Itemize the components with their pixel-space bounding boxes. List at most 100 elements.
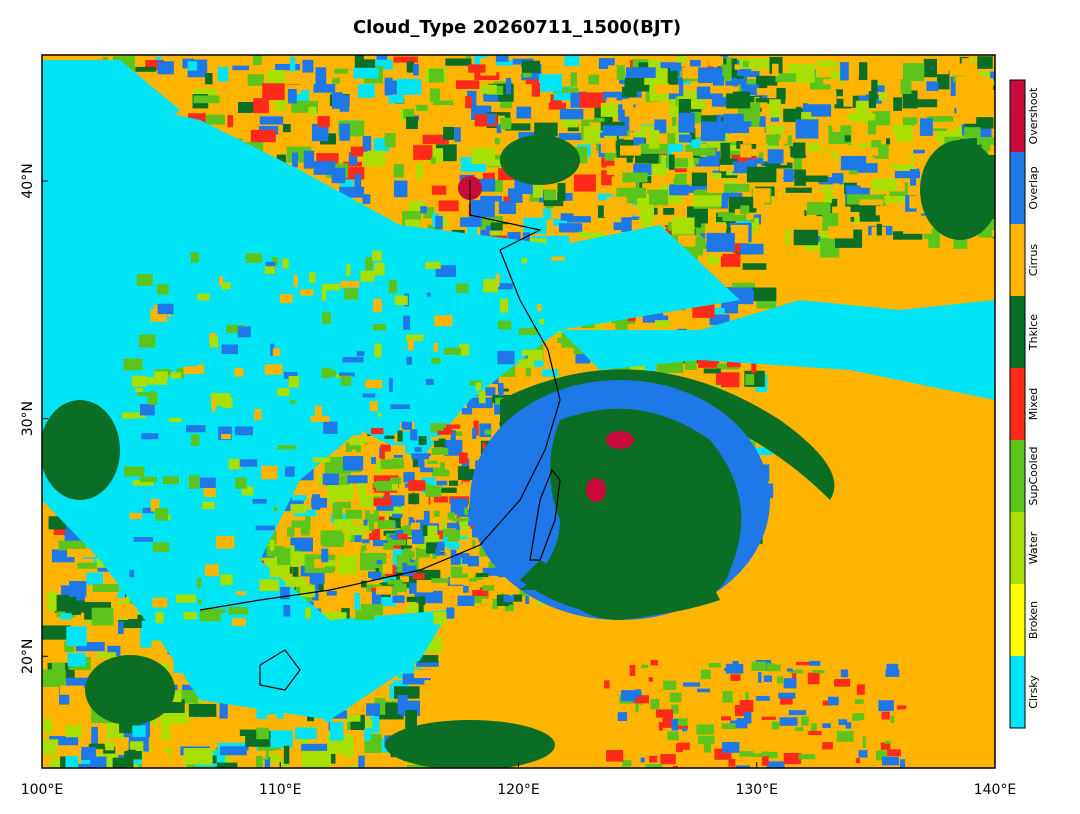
cloud-pixel [392,761,402,768]
colorbar-swatch [1010,368,1025,440]
cloud-pixel [323,369,336,377]
cloud-pixel [354,55,364,69]
colorbar-label: Mixed [1027,388,1040,420]
cloud-pixel [588,74,600,85]
cloud-pixel [936,56,949,75]
cloud-pixel [648,677,653,682]
cloud-pixel [384,451,394,462]
cloud-pixel [430,157,436,164]
cloud-pixel [374,59,393,70]
cloud-pixel [742,61,749,68]
cloud-pixel [339,186,365,198]
cloud-pixel [723,113,744,126]
cloud-pixel [672,725,689,730]
cloud-pixel [565,325,572,333]
cloud-pixel [220,608,226,614]
cloud-pixel [391,583,407,595]
cloud-pixel [340,765,365,768]
cloud-pixel [359,552,387,571]
cloud-pixel [200,608,221,622]
cloud-pixel [654,84,679,94]
cloud-pixel [53,524,66,535]
cloud-pixel [235,591,247,596]
cloud-pixel [334,501,352,509]
cloud-pixel [648,130,660,149]
cloud-pixel [407,340,414,351]
cloud-pixel [491,60,514,66]
cloud-pixel [818,173,844,185]
cloud-pixel [377,520,396,529]
cloud-pixel [746,166,777,183]
cloud-pixel [603,204,633,218]
cloud-pixel [570,72,578,87]
cloud-pixel [654,320,674,328]
cloud-pixel [401,421,407,428]
cloud-pixel [903,222,932,234]
cloud-pixel [205,72,213,85]
cloud-pixel [792,142,806,159]
cloud-pixel [964,127,981,139]
cloud-pixel [305,607,311,619]
cloud-pixel [321,283,341,291]
cloud-pixel [454,127,461,142]
cloud-pixel [750,447,774,455]
cloud-pixel [776,87,786,100]
cloud-pixel [221,434,231,439]
cloud-pixel [129,569,135,578]
cloud-pixel [900,79,912,95]
cloud-pixel [756,88,768,96]
cloud-pixel [343,455,364,471]
cloud-pixel [387,579,403,585]
cloud-pixel [788,710,807,716]
cloud-pixel [820,237,840,258]
cloud-pixel [339,95,350,112]
cloud-pixel [887,749,901,757]
cloud-pixel [763,162,793,171]
cloud-pixel [609,222,632,231]
cloud-pixel [964,117,994,129]
cloud-pixel [154,371,168,381]
cloud-pixel [254,409,262,421]
cloud-pixel [307,715,315,722]
cloud-pixel [740,205,750,214]
cloud-pixel [669,184,689,196]
cloud-pixel [678,112,695,133]
cloud-pixel [150,390,156,399]
cloud-pixel [183,717,207,726]
cloud-pixel [426,292,431,297]
cloud-pixel [637,193,649,209]
cloud-pixel [362,135,372,152]
cloud-pixel [199,477,216,488]
cloud-pixel [369,528,381,541]
cloud-pixel [785,187,812,193]
cloud-pixel [318,476,322,487]
cloud-pixel [462,566,475,574]
cloud-pixel [255,755,263,768]
cloud-pixel [667,731,679,741]
cloud-pixel [286,527,295,537]
cloud-pixel [126,598,138,610]
cloud-pixel [403,525,417,536]
cloud-pixel [288,375,300,388]
cloud-pixel [64,640,75,652]
cloud-pixel [418,436,427,445]
cloud-pixel [390,404,410,410]
cloud-pixel [107,645,121,656]
cloud-pixel [600,138,616,153]
cloud-pixel [614,157,633,177]
cloud-pixel [223,754,231,768]
cloud-pixel [727,361,741,368]
cloud-pixel [301,743,329,754]
coastline [199,180,561,611]
cloud-pixel [413,569,441,580]
cloud-pixel [793,229,819,246]
cloud-pixel [687,137,702,149]
cloud-pixel [237,326,251,338]
cloud-pixel [221,344,238,355]
cloud-pixel [833,108,853,118]
cloud-pixel [65,725,82,738]
cloud-pixel [228,606,249,615]
cloud-pixel [515,207,531,218]
cloud-pixel [722,742,740,753]
